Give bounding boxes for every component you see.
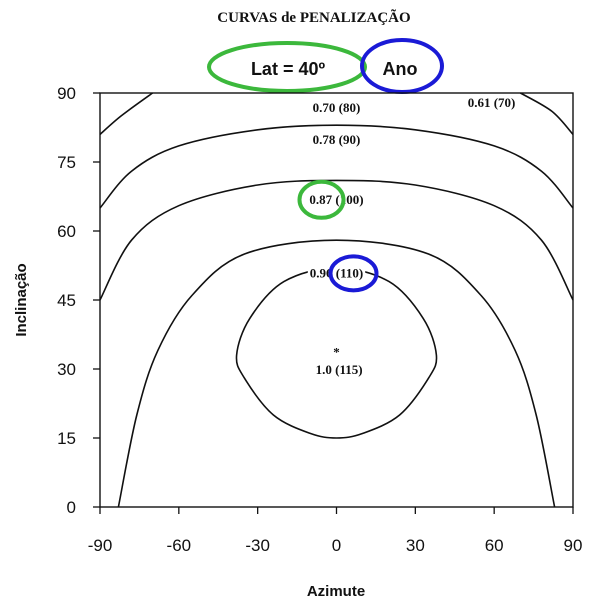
contour-line (99, 92, 154, 135)
contour-line (99, 179, 574, 301)
value-highlights (297, 179, 379, 293)
contour-label: 0.96 (110) (310, 265, 363, 280)
contour-label-background (310, 132, 363, 147)
contour-label-background (307, 265, 366, 281)
y-tick-label: 75 (57, 153, 76, 172)
y-tick-label: 15 (57, 429, 76, 448)
y-axis: 0 15 30 45 60 75 90 (57, 84, 100, 517)
contour-label: 0.70 (80) (313, 100, 361, 115)
y-tick-label: 30 (57, 360, 76, 379)
contour-label-background (310, 99, 363, 115)
period-label: Ano (383, 59, 418, 79)
optimum-marker-group: * (333, 345, 340, 360)
y-tick-label: 60 (57, 222, 76, 241)
optimum-marker: * (333, 345, 340, 360)
x-tick-label: -30 (245, 536, 270, 555)
x-tick-label: 90 (564, 536, 583, 555)
chart-title: CURVAS de PENALIZAÇÃO (217, 8, 410, 26)
contour-label: 0.78 (90) (313, 132, 361, 147)
x-tick-label: 60 (485, 536, 504, 555)
x-axis-title: Azimute (307, 583, 365, 600)
x-axis: -90 -60 -30 0 30 60 90 (88, 507, 583, 555)
latitude-highlight-ellipse (207, 41, 367, 93)
contour-labels: 1.0 (115) 0.96 (110) 0.87 (100) 0.78 (90) 0.… (307, 95, 518, 377)
y-tick-label: 90 (57, 84, 76, 103)
contour-label: 0.61 (70) (468, 95, 516, 110)
contour-line (99, 124, 574, 209)
y-axis-title: Inclinação (13, 263, 30, 336)
contour-label-background (313, 362, 365, 377)
contour-label-background (307, 191, 366, 207)
contour-line (235, 266, 438, 439)
period-highlight-ellipse (360, 38, 444, 94)
x-tick-label: 0 (332, 536, 341, 555)
x-tick-label: 30 (406, 536, 425, 555)
x-tick-label: -60 (167, 536, 192, 555)
contour-line (519, 92, 574, 135)
contour-label: 0.87 (100) (309, 192, 363, 207)
contour-line (117, 239, 556, 508)
contour-label-background (465, 95, 518, 111)
y-tick-label: 0 (67, 498, 76, 517)
highlight-ellipse-087 (297, 179, 346, 220)
highlight-ellipse-110 (328, 254, 379, 293)
contour-label: 1.0 (115) (316, 362, 363, 377)
plot-frame (99, 92, 574, 508)
x-tick-label: -90 (88, 536, 113, 555)
latitude-label: Lat = 40º (251, 59, 326, 79)
y-tick-label: 45 (57, 291, 76, 310)
contour-lines (99, 92, 574, 508)
